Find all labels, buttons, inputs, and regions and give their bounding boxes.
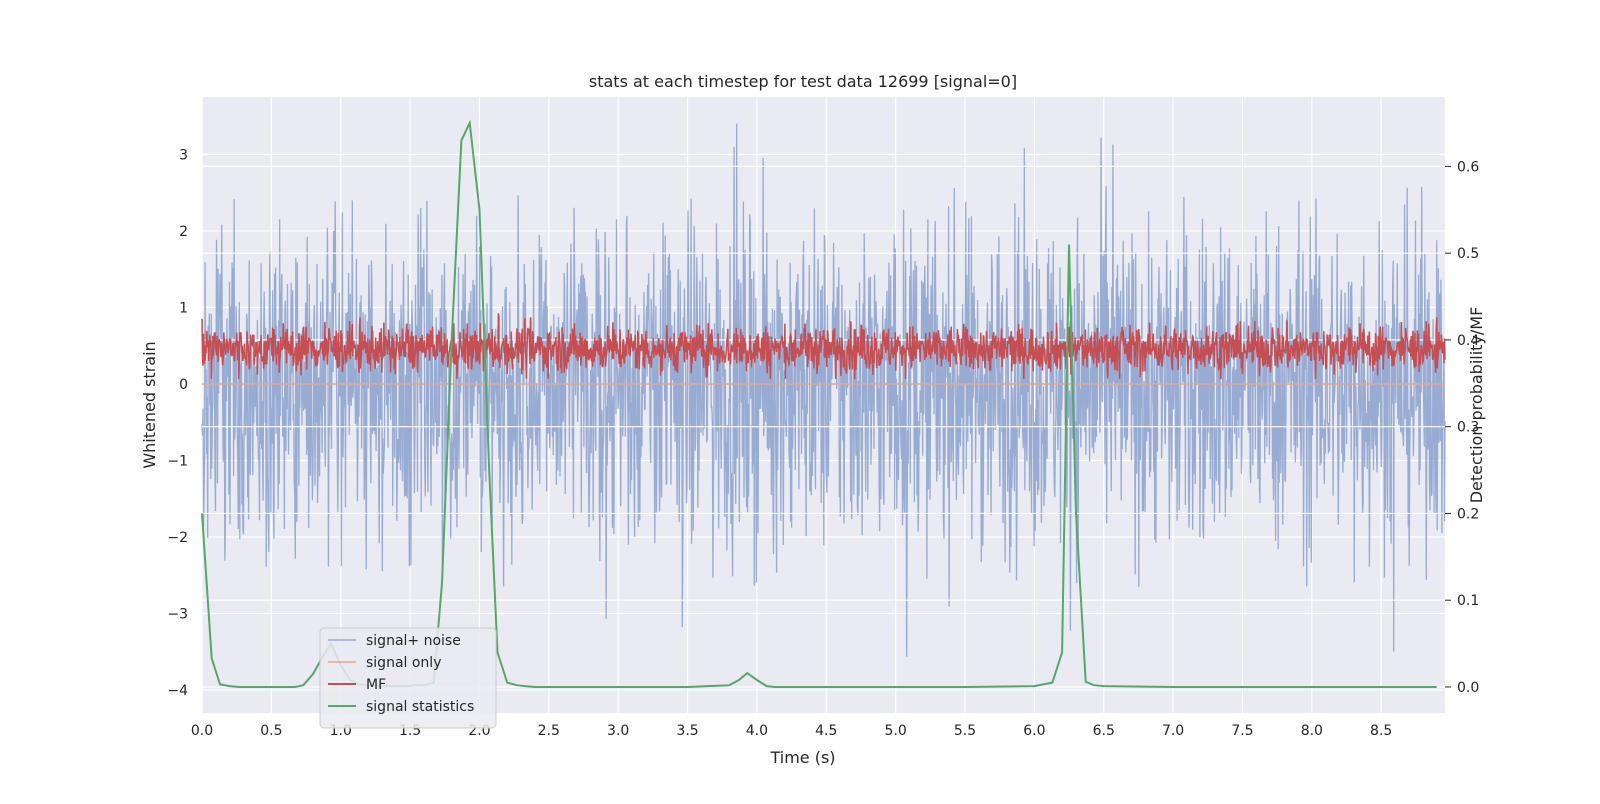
y-axis-right-label: Detection probability/MF xyxy=(1467,307,1486,504)
x-tick-label: 6.5 xyxy=(1093,723,1115,739)
series-mf-line xyxy=(201,313,1446,380)
y-tick-label: 0 xyxy=(179,377,188,393)
x-tick-label: 8.0 xyxy=(1301,723,1323,739)
y-right-tick-label: 0.2 xyxy=(1457,506,1479,522)
y-right-tick-label: 0.6 xyxy=(1457,159,1479,175)
legend-label: signal+ noise xyxy=(366,633,461,649)
legend: signal+ noise signal only MF signal statist… xyxy=(319,627,497,729)
x-tick-label: 4.5 xyxy=(815,723,837,739)
x-tick-label: 6.0 xyxy=(1023,723,1045,739)
x-tick-label: 7.0 xyxy=(1162,723,1184,739)
x-tick-label: 0.0 xyxy=(191,723,213,739)
y-tick-label: −3 xyxy=(167,607,188,623)
y-tick-label: 1 xyxy=(179,300,188,316)
series-signal-statistics-line xyxy=(201,119,1437,688)
legend-box xyxy=(319,627,497,729)
y-tick-label: 2 xyxy=(179,224,188,240)
x-tick-label: 8.5 xyxy=(1370,723,1392,739)
y-right-tick-label: 0.3 xyxy=(1457,420,1479,436)
legend-label: signal only xyxy=(366,655,441,671)
axis-layer: 0.0 0.5 1.0 1.5 2.0 2.5 3.0 3.5 4.0 4.5 5.0 5.5 6.0 6… xyxy=(167,147,1479,739)
x-tick-label: 0.5 xyxy=(260,723,282,739)
x-tick-label: 3.5 xyxy=(676,723,698,739)
x-tick-label: 2.5 xyxy=(538,723,560,739)
x-tick-label: 5.5 xyxy=(954,723,976,739)
legend-label: MF xyxy=(366,677,386,693)
x-tick-label: 4.0 xyxy=(746,723,768,739)
y-right-tick-label: 0.5 xyxy=(1457,246,1479,262)
y-tick-label: −1 xyxy=(167,453,188,469)
x-axis-label: Time (s) xyxy=(769,748,835,767)
x-tick-label: 3.0 xyxy=(607,723,629,739)
y-right-tick-label: 0.4 xyxy=(1457,333,1479,349)
y-right-tick-label: 0.0 xyxy=(1457,680,1479,696)
y-tick-label: −4 xyxy=(167,683,188,699)
x-tick-label: 5.0 xyxy=(885,723,907,739)
y-tick-label: −2 xyxy=(167,530,188,546)
y-tick-label: 3 xyxy=(179,147,188,163)
y-right-tick-label: 0.1 xyxy=(1457,593,1479,609)
x-tick-label: 7.5 xyxy=(1231,723,1253,739)
chart-title: stats at each timestep for test data 126… xyxy=(589,72,1017,91)
y-axis-label: Whitened strain xyxy=(140,341,159,468)
series-signal-noise-line xyxy=(201,123,1446,657)
legend-label: signal statistics xyxy=(366,699,474,715)
